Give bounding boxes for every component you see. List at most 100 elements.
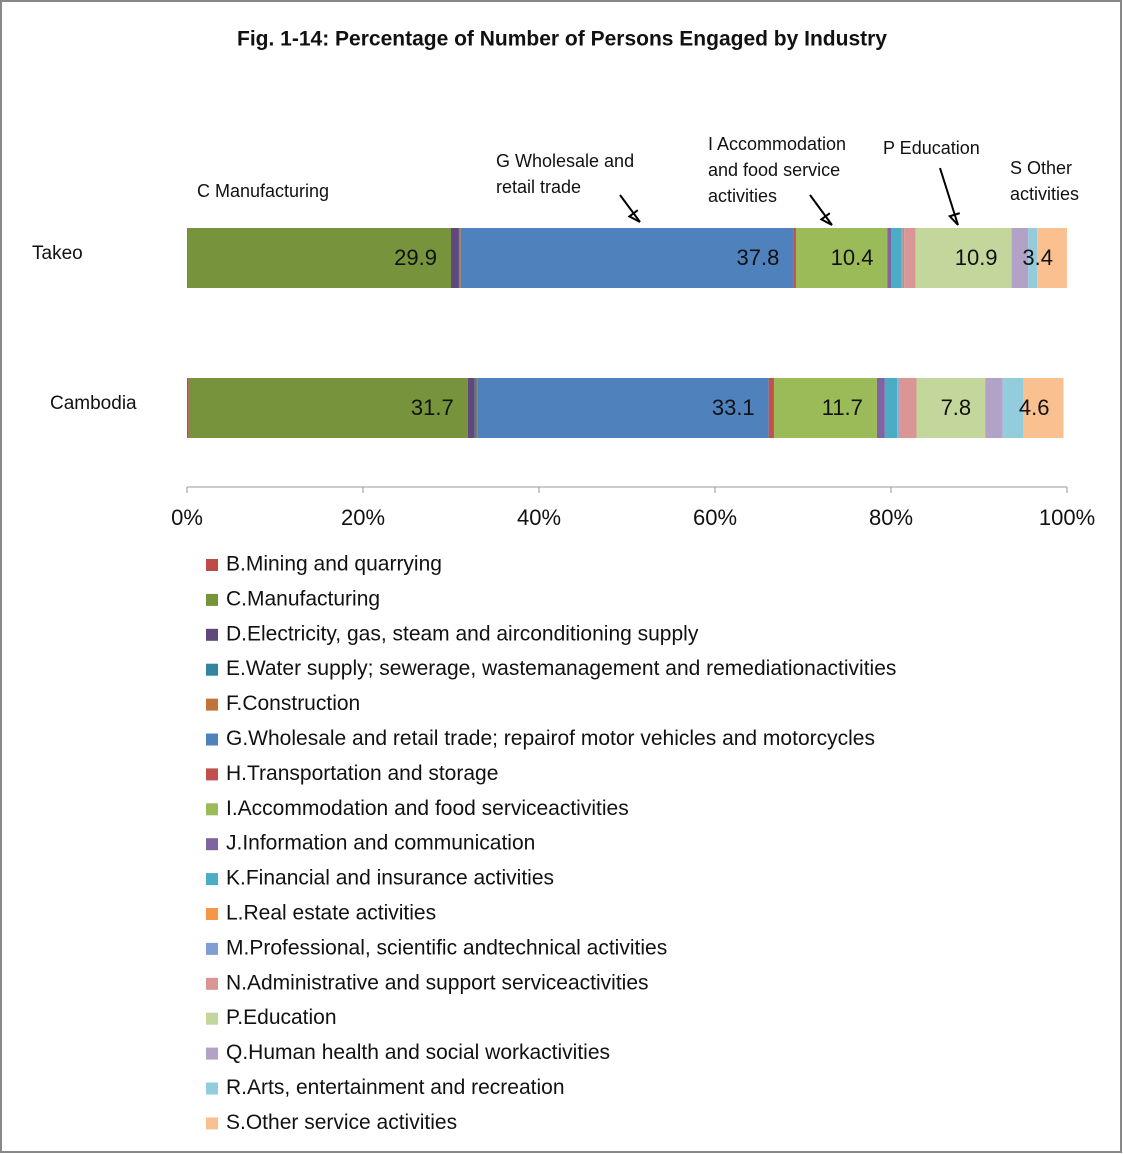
data-label: 37.8 xyxy=(736,245,779,270)
legend-label: D.Electricity, gas, steam and airconditi… xyxy=(226,622,699,645)
legend-label: F.Construction xyxy=(226,692,360,715)
bar-segment xyxy=(459,228,461,288)
bar-segment xyxy=(1037,228,1067,288)
bar-segment xyxy=(898,378,899,438)
data-label: 11.7 xyxy=(822,395,863,420)
legend-label: Q.Human health and social workactivities xyxy=(226,1041,610,1064)
legend-label: M.Professional, scientific andtechnical … xyxy=(226,936,667,959)
bar-segment xyxy=(187,378,189,438)
bar-segment xyxy=(467,378,475,438)
bar-segment xyxy=(915,228,1012,288)
bar-segment xyxy=(898,378,917,438)
data-label: 3.4 xyxy=(1022,245,1053,270)
legend-label: K.Financial and insurance activities xyxy=(226,867,554,890)
bar-segment xyxy=(1011,228,1029,288)
legend-label: L.Real estate activities xyxy=(226,902,436,925)
bar-segment xyxy=(891,228,902,288)
legend-swatch xyxy=(206,1047,218,1060)
legend-swatch xyxy=(206,593,218,606)
category-label: Takeo xyxy=(32,243,83,264)
bar-segment xyxy=(1023,378,1064,438)
x-tick-label: 0% xyxy=(171,505,203,530)
bar-segment xyxy=(884,378,898,438)
legend-label: P.Education xyxy=(226,1006,337,1029)
bar-segment xyxy=(916,378,986,438)
legend-swatch xyxy=(206,663,218,676)
legend-swatch xyxy=(206,768,218,781)
data-label: 31.7 xyxy=(411,395,454,420)
annotation: I Accommodation xyxy=(708,134,846,154)
legend-label: C.Manufacturing xyxy=(226,587,380,610)
x-tick-label: 100% xyxy=(1039,505,1095,530)
data-label: 33.1 xyxy=(712,395,755,420)
annotation-arrow xyxy=(619,194,641,223)
bar-segment xyxy=(901,228,903,288)
legend-swatch xyxy=(206,698,218,711)
chart-title: Fig. 1-14: Percentage of Number of Perso… xyxy=(237,28,887,51)
bar-segment xyxy=(897,378,899,438)
bar-segment xyxy=(458,228,460,288)
legend-label: I.Accommodation and food serviceactiviti… xyxy=(226,797,629,820)
legend-swatch xyxy=(206,873,218,886)
annotation: retail trade xyxy=(496,177,581,197)
annotation-arrow xyxy=(809,194,833,226)
legend-label: N.Administrative and support serviceacti… xyxy=(226,971,649,994)
legend-swatch xyxy=(206,628,218,641)
x-tick-label: 60% xyxy=(693,505,737,530)
legend-swatch xyxy=(206,559,218,571)
arrow-head xyxy=(627,209,641,223)
legend-swatch xyxy=(206,1117,218,1130)
data-label: 29.9 xyxy=(394,245,437,270)
bar-segment xyxy=(460,228,794,288)
data-label: 4.6 xyxy=(1019,395,1050,420)
legend-label: G.Wholesale and retail trade; repairof m… xyxy=(226,727,875,750)
x-tick-label: 40% xyxy=(517,505,561,530)
bar-segment xyxy=(187,228,188,288)
bar-segment xyxy=(985,378,1003,438)
legend-swatch xyxy=(206,942,218,955)
bar-segment xyxy=(1002,378,1023,438)
bar-segment xyxy=(887,228,891,288)
annotation: and food service xyxy=(708,160,840,180)
bar-segment xyxy=(187,228,451,288)
bar-segment xyxy=(1028,228,1038,288)
bar-segment xyxy=(876,378,885,438)
legend-swatch xyxy=(206,733,218,746)
legend-swatch xyxy=(206,838,218,851)
x-tick-label: 80% xyxy=(869,505,913,530)
bar-segment xyxy=(773,378,877,438)
bar-segment xyxy=(795,228,888,288)
legend-label: E.Water supply; sewerage, wastemanagemen… xyxy=(226,657,896,680)
arrow-head xyxy=(819,212,833,226)
category-label: Cambodia xyxy=(50,393,137,414)
bar-segment xyxy=(476,378,478,438)
bar-segment xyxy=(477,378,769,438)
annotation: G Wholesale and xyxy=(496,151,634,171)
bar-segment xyxy=(474,378,477,438)
annotation: C Manufacturing xyxy=(197,181,329,201)
data-label: 7.8 xyxy=(941,395,972,420)
arrow-head xyxy=(947,212,961,226)
legend-label: R.Arts, entertainment and recreation xyxy=(226,1076,565,1099)
annotation: S Other xyxy=(1010,158,1072,178)
legend-swatch xyxy=(206,1012,218,1025)
data-label: 10.4 xyxy=(831,245,874,270)
bar-segment xyxy=(902,228,905,288)
legend-label: B.Mining and quarrying xyxy=(226,553,442,576)
annotation: activities xyxy=(1010,184,1079,204)
legend-label: S.Other service activities xyxy=(226,1111,457,1134)
legend-swatch xyxy=(206,977,218,990)
legend-label: H.Transportation and storage xyxy=(226,762,498,785)
bar-segment xyxy=(188,378,468,438)
bar-segment xyxy=(904,228,916,288)
legend-swatch xyxy=(206,908,218,920)
annotation: activities xyxy=(708,186,777,206)
data-label: 10.9 xyxy=(955,245,998,270)
legend-swatch xyxy=(206,1082,218,1095)
annotation: P Education xyxy=(883,138,980,158)
legend-swatch xyxy=(206,803,218,816)
bar-segment xyxy=(451,228,459,288)
x-tick-label: 20% xyxy=(341,505,385,530)
bar-segment xyxy=(768,378,774,438)
